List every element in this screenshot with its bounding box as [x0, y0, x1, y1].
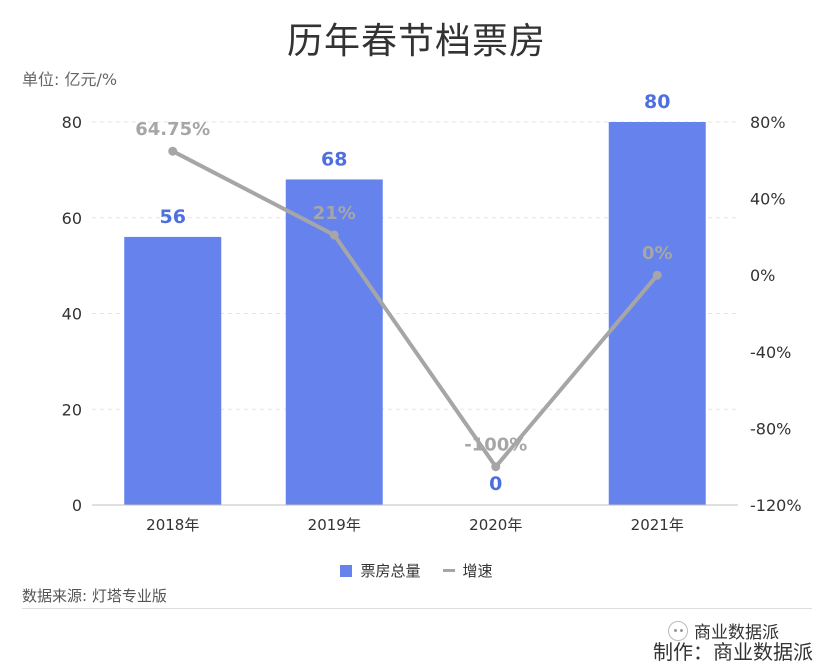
unit-label: 单位: 亿元/% — [22, 70, 118, 89]
y-left-tick-label: 20 — [62, 400, 82, 419]
line-point — [168, 146, 178, 156]
x-tick-label: 2018年 — [146, 516, 199, 534]
line-point — [329, 230, 339, 240]
y-right-tick-label: -120% — [750, 496, 802, 515]
legend: 票房总量 增速 — [0, 560, 833, 581]
wechat-account-name: 商业数据派 — [694, 623, 779, 643]
chart-title: 历年春节档票房 — [286, 21, 546, 62]
footer-divider — [22, 608, 812, 609]
wechat-account: 商业数据派 — [668, 618, 779, 643]
growth-line — [170, 149, 660, 469]
bar-value-label: 0 — [489, 473, 502, 495]
bar-value-label: 80 — [644, 91, 670, 113]
y-right-tick-label: 80% — [750, 113, 786, 132]
y-left-tick-label: 40 — [62, 305, 82, 324]
legend-bar-swatch — [340, 564, 353, 577]
line-value-label: 21% — [313, 203, 356, 224]
x-tick-label: 2021年 — [631, 516, 684, 534]
legend-line-swatch — [442, 569, 455, 572]
y-right-tick-label: 0% — [750, 266, 775, 285]
data-labels: 56 68 0 80 64.75% 21% -100% 0% — [135, 91, 672, 495]
y-left-tick-label: 60 — [62, 209, 82, 228]
line-value-label: 0% — [642, 243, 673, 264]
x-tick-label: 2019年 — [308, 516, 361, 534]
y-right-tick-label: -40% — [750, 343, 791, 362]
line-value-label: -100% — [464, 435, 527, 456]
line-point — [491, 462, 501, 472]
y-left-tick-label: 80 — [62, 113, 82, 132]
wechat-icon — [668, 620, 688, 641]
y-right-tick-label: 40% — [750, 190, 786, 209]
bar — [285, 179, 383, 505]
x-tick-label: 2020年 — [469, 516, 522, 534]
bar-value-label: 56 — [160, 206, 186, 228]
data-source: 数据来源: 灯塔专业版 — [22, 587, 167, 605]
maker-credit: 制作：商业数据派 — [653, 640, 813, 664]
legend-line-label: 增速 — [462, 562, 493, 580]
line-value-label: 64.75% — [135, 119, 210, 140]
line-series — [168, 146, 662, 472]
y-right-tick-label: -80% — [750, 419, 791, 438]
bar-value-label: 68 — [321, 148, 347, 170]
bar — [124, 236, 222, 505]
legend-item-line[interactable]: 增速 — [442, 560, 493, 581]
y-left-tick-label: 0 — [72, 496, 82, 515]
legend-item-bar[interactable]: 票房总量 — [340, 560, 421, 581]
line-point — [652, 270, 662, 280]
legend-bar-label: 票房总量 — [360, 562, 421, 580]
axes: 0 20 40 60 80 -120% -80% -40% 0% 40% 80% 2018年 2019年… — [62, 113, 802, 534]
